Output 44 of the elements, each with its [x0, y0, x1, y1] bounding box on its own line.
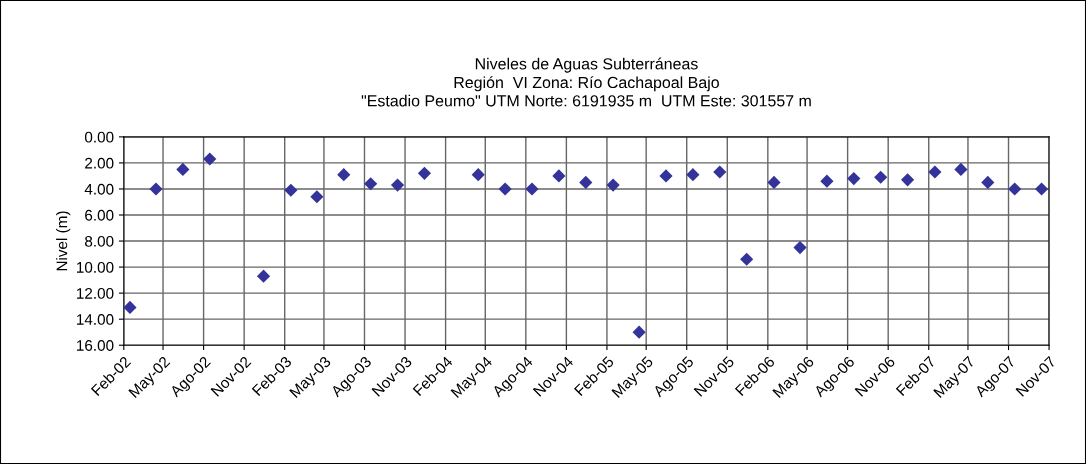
y-tick-label: 16.00	[77, 340, 114, 351]
point	[1034, 182, 1049, 196]
point	[793, 240, 807, 255]
point	[981, 175, 995, 190]
point	[176, 162, 190, 177]
point	[820, 174, 834, 188]
y-tick-label: 12.00	[77, 288, 114, 299]
point	[686, 168, 700, 182]
y-tick-label: 14.00	[77, 314, 114, 325]
point	[632, 325, 646, 339]
point	[417, 166, 432, 180]
y-tick-label: 0.00	[84, 131, 114, 143]
y-tick-label: 10.00	[77, 261, 114, 273]
point	[123, 300, 137, 315]
point	[874, 170, 888, 184]
point	[606, 178, 620, 192]
point	[767, 175, 781, 190]
point	[740, 252, 754, 266]
y-tick-label: 6.00	[85, 209, 114, 221]
point	[203, 152, 217, 166]
y-tick-label: 2.00	[85, 157, 114, 169]
point	[579, 175, 593, 190]
point	[390, 178, 405, 192]
point	[713, 165, 727, 179]
chart-title: Niveles de Aguas Subterráneas Región VI Zona: Río Cachapoal Bajo "Estadio Peumo" UTM Norte: 6191935 m UTM Este: 301557 m	[361, 57, 811, 107]
y-tick-label: 8.00	[85, 235, 114, 247]
point	[364, 177, 378, 191]
y-tick-label: 4.00	[84, 183, 114, 195]
point	[552, 169, 566, 183]
point	[256, 269, 271, 283]
point	[954, 162, 968, 177]
point	[525, 182, 539, 196]
point	[498, 182, 512, 196]
y-axis-title: Nivel (m)	[56, 211, 71, 271]
point	[310, 190, 324, 204]
point	[900, 173, 915, 187]
point	[1008, 182, 1022, 196]
point	[471, 168, 485, 182]
point	[847, 171, 861, 186]
point	[659, 169, 673, 183]
point	[337, 168, 351, 182]
point	[928, 165, 942, 179]
point	[149, 182, 163, 196]
point	[284, 183, 298, 197]
